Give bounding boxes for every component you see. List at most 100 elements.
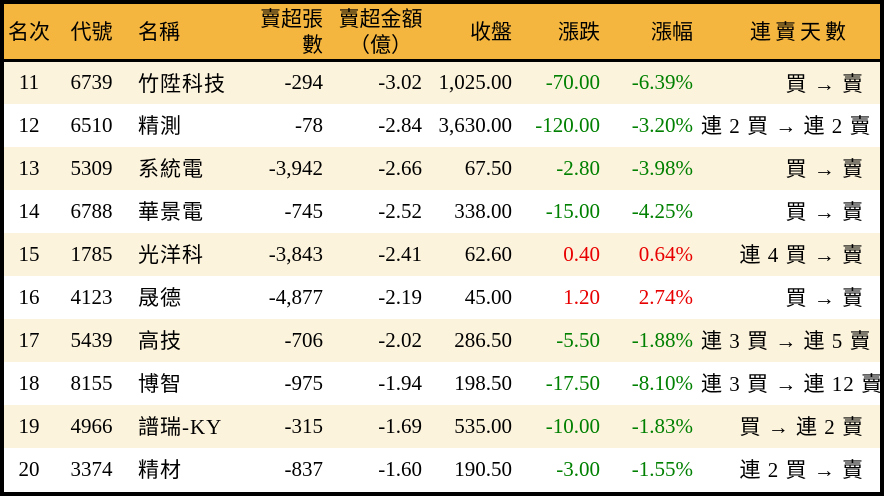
cell-streak: 買 → 連 2 賣	[739, 415, 864, 439]
cell-amount: -2.41	[378, 241, 422, 266]
cell-volume: -78	[295, 112, 323, 137]
cell-pct: -6.39%	[631, 70, 693, 95]
cell-code: 6788	[70, 198, 113, 223]
cell-code: 5309	[70, 155, 113, 180]
cell-amount: -1.69	[378, 413, 422, 438]
cell-streak: 連 3 買 → 連 12 賣	[701, 372, 883, 396]
table-row: 20 3374 精材 -837 -1.60 190.50 -3.00 -1.55% 連 2 買 …	[4, 447, 880, 491]
cell-volume: -837	[284, 456, 324, 481]
table-row: 11 6739 竹陞科技 -294 -3.02 1,025.00 -70.00 -6.39% 買…	[4, 60, 880, 104]
table-header: 名次 代號 名稱 賣超張數 賣超金額 （億） 收盤 漲跌 漲幅 連賣天數	[4, 4, 880, 62]
table-row: 12 6510 精測 -78 -2.84 3,630.00 -120.00 -3.20% 連 2…	[4, 103, 880, 147]
cell-pct: -3.20%	[631, 112, 693, 137]
cell-pct: -1.55%	[631, 456, 693, 481]
table-row: 13 5309 系統電 -3,942 -2.66 67.50 -2.80 -3.98% 買 → …	[4, 146, 880, 190]
cell-streak: 買 → 賣	[785, 157, 864, 181]
cell-amount: -1.94	[378, 370, 422, 395]
cell-pct: -8.10%	[631, 370, 693, 395]
cell-change: -120.00	[535, 112, 600, 137]
column-header-change: 漲跌	[520, 4, 608, 62]
table-row: 15 1785 光洋科 -3,843 -2.41 62.60 0.40 0.64% 連 4 買 …	[4, 232, 880, 276]
column-header-code: 代號	[54, 4, 129, 62]
cell-streak: 連 4 買 → 賣	[739, 243, 864, 267]
cell-close: 535.00	[454, 413, 512, 438]
cell-amount: -2.52	[378, 198, 422, 223]
cell-volume: -706	[284, 327, 324, 352]
table-row: 18 8155 博智 -975 -1.94 198.50 -17.50 -8.10% 連 3 買…	[4, 361, 883, 405]
cell-rank: 13	[18, 155, 40, 180]
cell-rank: 14	[18, 198, 40, 223]
column-header-amount-line1: 賣超金額	[338, 6, 423, 31]
cell-pct: -1.83%	[631, 413, 693, 438]
cell-change: -10.00	[545, 413, 600, 438]
table-row: 16 4123 晟德 -4,877 -2.19 45.00 1.20 2.74% 買 → 賣	[4, 275, 880, 319]
cell-close: 3,630.00	[438, 112, 513, 137]
cell-pct: -3.98%	[631, 155, 693, 180]
cell-rank: 19	[18, 413, 40, 438]
column-header-rank: 名次	[4, 4, 54, 62]
cell-name: 精材	[138, 458, 182, 482]
header-row: 名次 代號 名稱 賣超張數 賣超金額 （億） 收盤 漲跌 漲幅 連賣天數	[4, 4, 880, 62]
cell-name: 精測	[138, 114, 182, 138]
cell-name: 博智	[138, 372, 182, 396]
cell-name: 晟德	[138, 286, 182, 310]
cell-code: 3374	[70, 456, 113, 481]
cell-volume: -745	[284, 198, 324, 223]
cell-code: 6510	[70, 112, 113, 137]
cell-change: -2.80	[556, 155, 600, 180]
cell-volume: -4,877	[268, 284, 323, 309]
cell-rank: 18	[18, 370, 40, 395]
cell-streak: 買 → 賣	[785, 286, 864, 310]
cell-streak: 連 2 買 → 連 2 賣	[701, 114, 872, 138]
cell-code: 4966	[70, 413, 113, 438]
table-row: 19 4966 譜瑞-KY -315 -1.69 535.00 -10.00 -1.83% 買 …	[4, 404, 880, 448]
cell-close: 190.50	[454, 456, 512, 481]
cell-name: 光洋科	[138, 243, 204, 267]
cell-name: 系統電	[138, 157, 204, 181]
cell-rank: 17	[18, 327, 40, 352]
cell-code: 8155	[70, 370, 113, 395]
column-header-amount: 賣超金額 （億）	[331, 4, 430, 62]
cell-rank: 11	[18, 70, 40, 95]
cell-code: 4123	[70, 284, 113, 309]
cell-volume: -3,843	[268, 241, 323, 266]
cell-pct: -1.88%	[631, 327, 693, 352]
cell-rank: 12	[18, 112, 40, 137]
cell-name: 高技	[138, 329, 182, 353]
cell-pct: 2.74%	[638, 284, 693, 309]
cell-streak: 連 2 買 → 賣	[739, 458, 864, 482]
cell-code: 5439	[70, 327, 113, 352]
cell-change: -3.00	[556, 456, 600, 481]
net-sell-ranking-table: 名次 代號 名稱 賣超張數 賣超金額 （億） 收盤 漲跌 漲幅 連賣天數 11 6…	[4, 4, 880, 491]
cell-change: -70.00	[545, 70, 600, 95]
cell-close: 286.50	[454, 327, 512, 352]
cell-close: 62.60	[464, 241, 512, 266]
cell-code: 1785	[70, 241, 113, 266]
cell-code: 6739	[70, 70, 113, 95]
column-header-close: 收盤	[430, 4, 520, 62]
column-header-volume: 賣超張數	[241, 4, 331, 62]
cell-amount: -2.19	[378, 284, 422, 309]
cell-change: 0.40	[563, 241, 600, 266]
cell-rank: 20	[18, 456, 40, 481]
cell-pct: 0.64%	[638, 241, 693, 266]
cell-rank: 16	[18, 284, 40, 309]
cell-rank: 15	[18, 241, 40, 266]
cell-close: 198.50	[454, 370, 512, 395]
column-header-pct: 漲幅	[608, 4, 701, 62]
cell-pct: -4.25%	[631, 198, 693, 223]
cell-volume: -315	[284, 413, 324, 438]
cell-amount: -2.84	[378, 112, 422, 137]
cell-close: 1,025.00	[438, 70, 513, 95]
cell-amount: -1.60	[378, 456, 422, 481]
column-header-name: 名稱	[129, 4, 241, 62]
cell-name: 譜瑞-KY	[138, 415, 223, 439]
cell-change: -15.00	[545, 198, 600, 223]
cell-volume: -3,942	[268, 155, 323, 180]
table-row: 17 5439 高技 -706 -2.02 286.50 -5.50 -1.88% 連 3 買 …	[4, 318, 880, 362]
column-header-amount-line2: （億）	[349, 32, 412, 57]
cell-amount: -2.02	[378, 327, 422, 352]
cell-change: 1.20	[563, 284, 600, 309]
cell-name: 竹陞科技	[138, 71, 226, 96]
